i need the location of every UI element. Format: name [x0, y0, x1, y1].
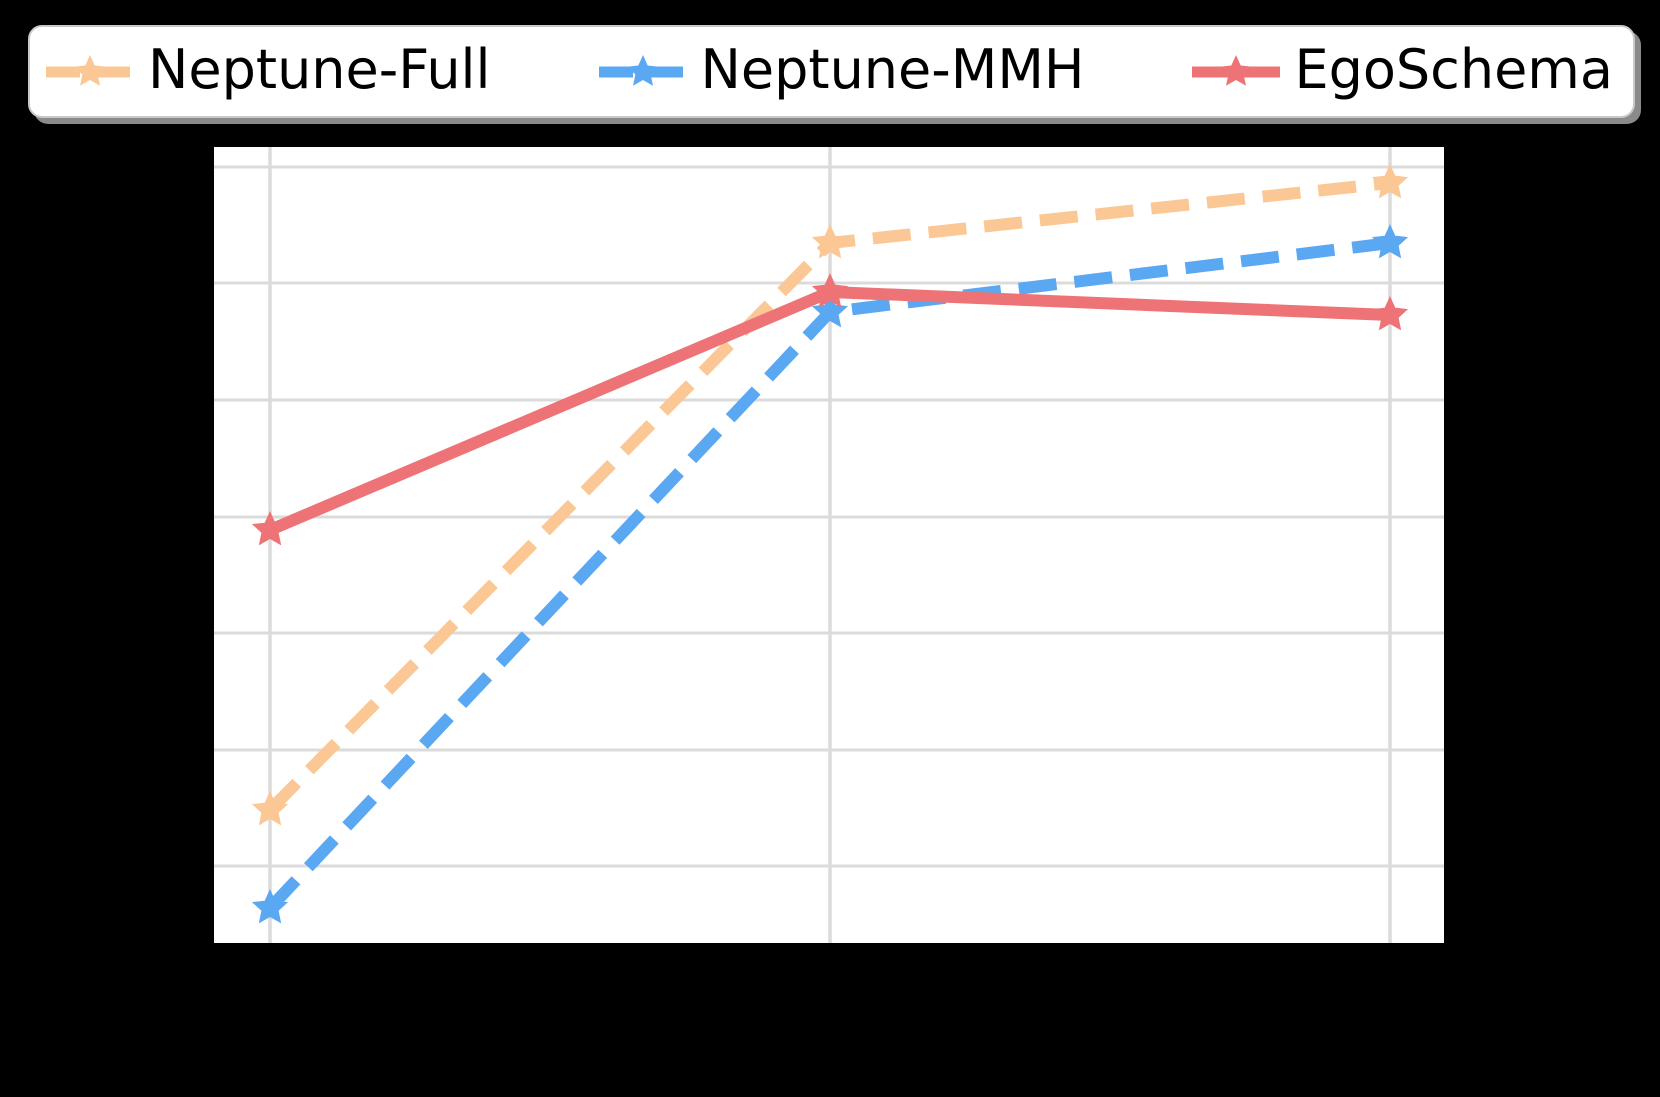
legend-item-neptune-mmh: Neptune-MMH: [597, 37, 1085, 101]
neptune-mmh-line-sample-icon: [598, 54, 687, 86]
legend-item-egoschema: EgoSchema: [1190, 37, 1613, 101]
legend-label-egoschema: EgoSchema: [1294, 37, 1613, 101]
neptune-full-line-sample-icon: [46, 54, 134, 86]
line-chart: [214, 147, 1444, 943]
legend-item-neptune-full: Neptune-Full: [44, 37, 491, 101]
legend-label-neptune-full: Neptune-Full: [148, 37, 491, 101]
plot-area: [214, 147, 1444, 943]
legend: Neptune-Full Neptune-MMH EgoSchema: [28, 25, 1635, 118]
egoschema-line-sample-icon: [1192, 54, 1281, 86]
legend-label-neptune-mmh: Neptune-MMH: [700, 37, 1085, 101]
